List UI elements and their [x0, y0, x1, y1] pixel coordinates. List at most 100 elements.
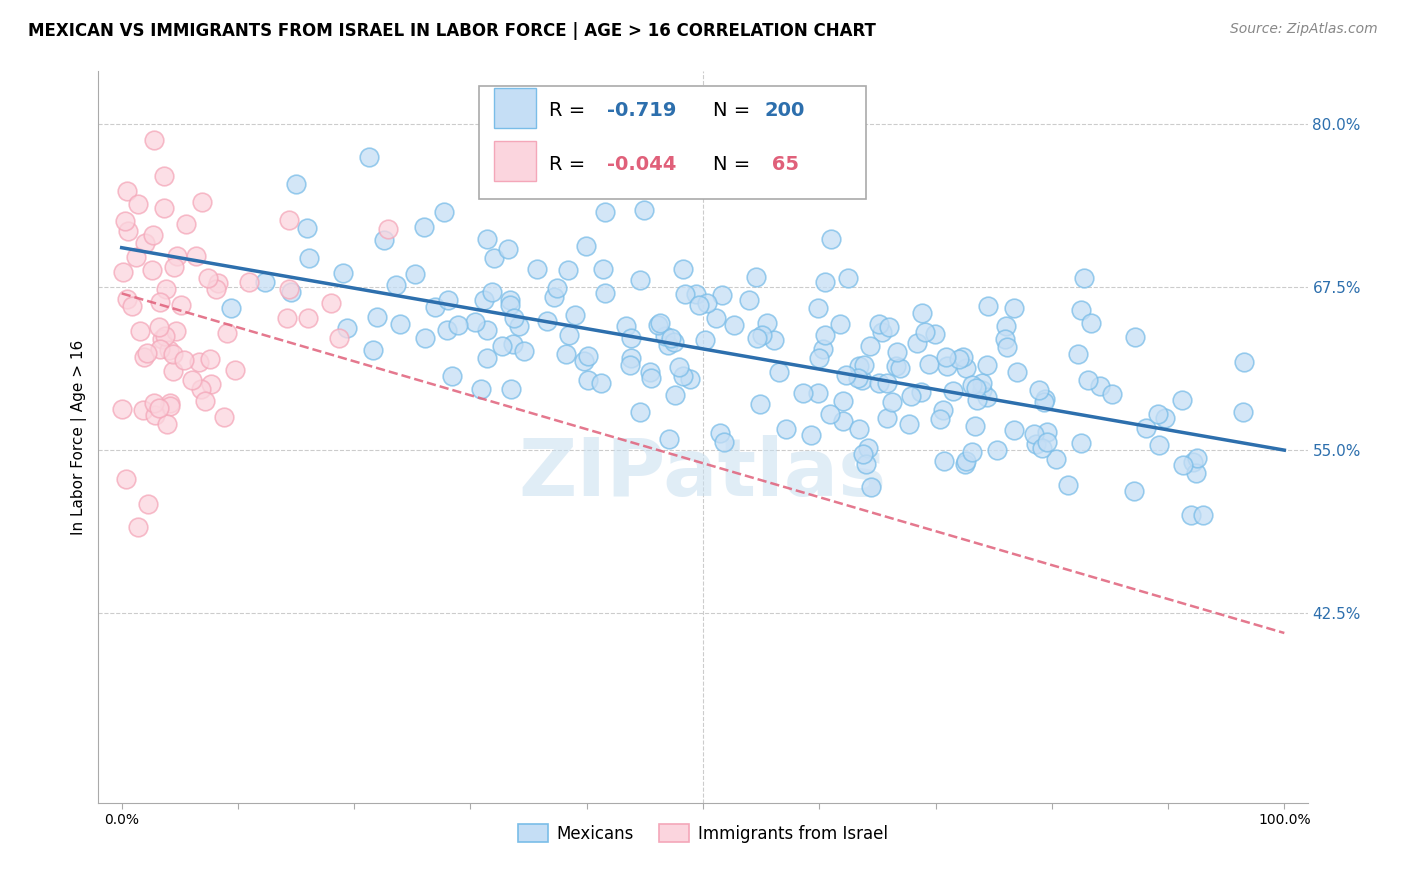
Point [593, 285, 616, 300]
Point [413, 219, 436, 234]
Point [685, 286, 707, 301]
Point [1149, 437, 1171, 451]
Point [554, 347, 576, 361]
Point [207, 276, 229, 290]
Point [162, 364, 184, 378]
Point [284, 177, 307, 191]
Point [679, 371, 702, 385]
Point [332, 266, 354, 280]
Point [879, 320, 901, 334]
Point [114, 214, 136, 228]
Point [1073, 270, 1095, 285]
Point [205, 282, 228, 296]
Point [389, 317, 412, 331]
Point [704, 311, 727, 326]
Text: MEXICAN VS IMMIGRANTS FROM ISRAEL IN LABOR FORCE | AGE > 16 CORRELATION CHART: MEXICAN VS IMMIGRANTS FROM ISRAEL IN LAB… [28, 22, 876, 40]
Point [194, 393, 217, 408]
Point [499, 298, 522, 312]
Point [1233, 355, 1256, 369]
Point [437, 293, 460, 308]
Point [1036, 425, 1059, 439]
Point [960, 445, 983, 459]
Point [889, 361, 911, 376]
Point [619, 358, 641, 372]
Point [970, 376, 993, 391]
Point [278, 213, 301, 227]
Point [200, 377, 222, 392]
Point [695, 334, 717, 348]
Point [148, 401, 170, 415]
Point [336, 320, 359, 334]
Point [190, 383, 212, 397]
Point [1067, 347, 1090, 361]
Point [1057, 477, 1080, 491]
Point [713, 434, 735, 449]
Point [115, 184, 138, 198]
Point [723, 318, 745, 332]
Point [136, 346, 159, 360]
Text: N =: N = [713, 154, 749, 174]
Point [858, 339, 880, 353]
Point [619, 331, 641, 345]
Point [884, 359, 907, 373]
Point [910, 384, 932, 399]
Point [491, 339, 513, 353]
Point [501, 382, 523, 396]
Point [807, 301, 830, 315]
Point [197, 270, 219, 285]
Point [546, 281, 568, 295]
Point [738, 293, 761, 308]
Point [837, 270, 859, 285]
Point [464, 315, 486, 329]
Point [595, 204, 617, 219]
Point [661, 331, 683, 345]
Point [498, 293, 520, 307]
Point [914, 325, 936, 339]
Point [672, 262, 695, 277]
Legend: Mexicans, Immigrants from Israel: Mexicans, Immigrants from Israel [512, 818, 894, 849]
Point [955, 454, 977, 468]
Point [1171, 458, 1194, 472]
Point [934, 454, 956, 468]
Text: 200: 200 [765, 101, 806, 120]
Point [477, 351, 499, 365]
Point [191, 194, 214, 209]
Point [976, 390, 998, 404]
Point [1033, 392, 1056, 406]
Text: 65: 65 [765, 154, 799, 174]
Point [557, 262, 579, 277]
Point [673, 287, 696, 301]
Point [148, 319, 170, 334]
Point [751, 328, 773, 343]
Point [404, 267, 426, 281]
Point [688, 298, 710, 312]
Point [1007, 365, 1029, 379]
Point [977, 299, 1000, 313]
Point [848, 421, 870, 435]
Point [502, 337, 524, 351]
Point [918, 357, 941, 371]
Point [935, 351, 957, 365]
Point [831, 394, 853, 409]
Point [508, 319, 530, 334]
Point [200, 351, 222, 366]
Point [1123, 330, 1146, 344]
Text: R =: R = [550, 154, 592, 174]
FancyBboxPatch shape [494, 88, 536, 128]
Point [157, 343, 180, 358]
Text: -0.044: -0.044 [607, 154, 676, 174]
Point [156, 417, 179, 432]
Point [696, 296, 718, 310]
Point [994, 319, 1017, 334]
Point [709, 426, 731, 441]
Point [924, 327, 946, 342]
Point [150, 332, 173, 346]
Point [1077, 373, 1099, 387]
Point [115, 472, 138, 486]
Point [377, 222, 399, 236]
Point [942, 384, 965, 398]
Point [142, 396, 165, 410]
Point [576, 373, 599, 387]
Point [995, 340, 1018, 354]
Point [807, 351, 830, 366]
